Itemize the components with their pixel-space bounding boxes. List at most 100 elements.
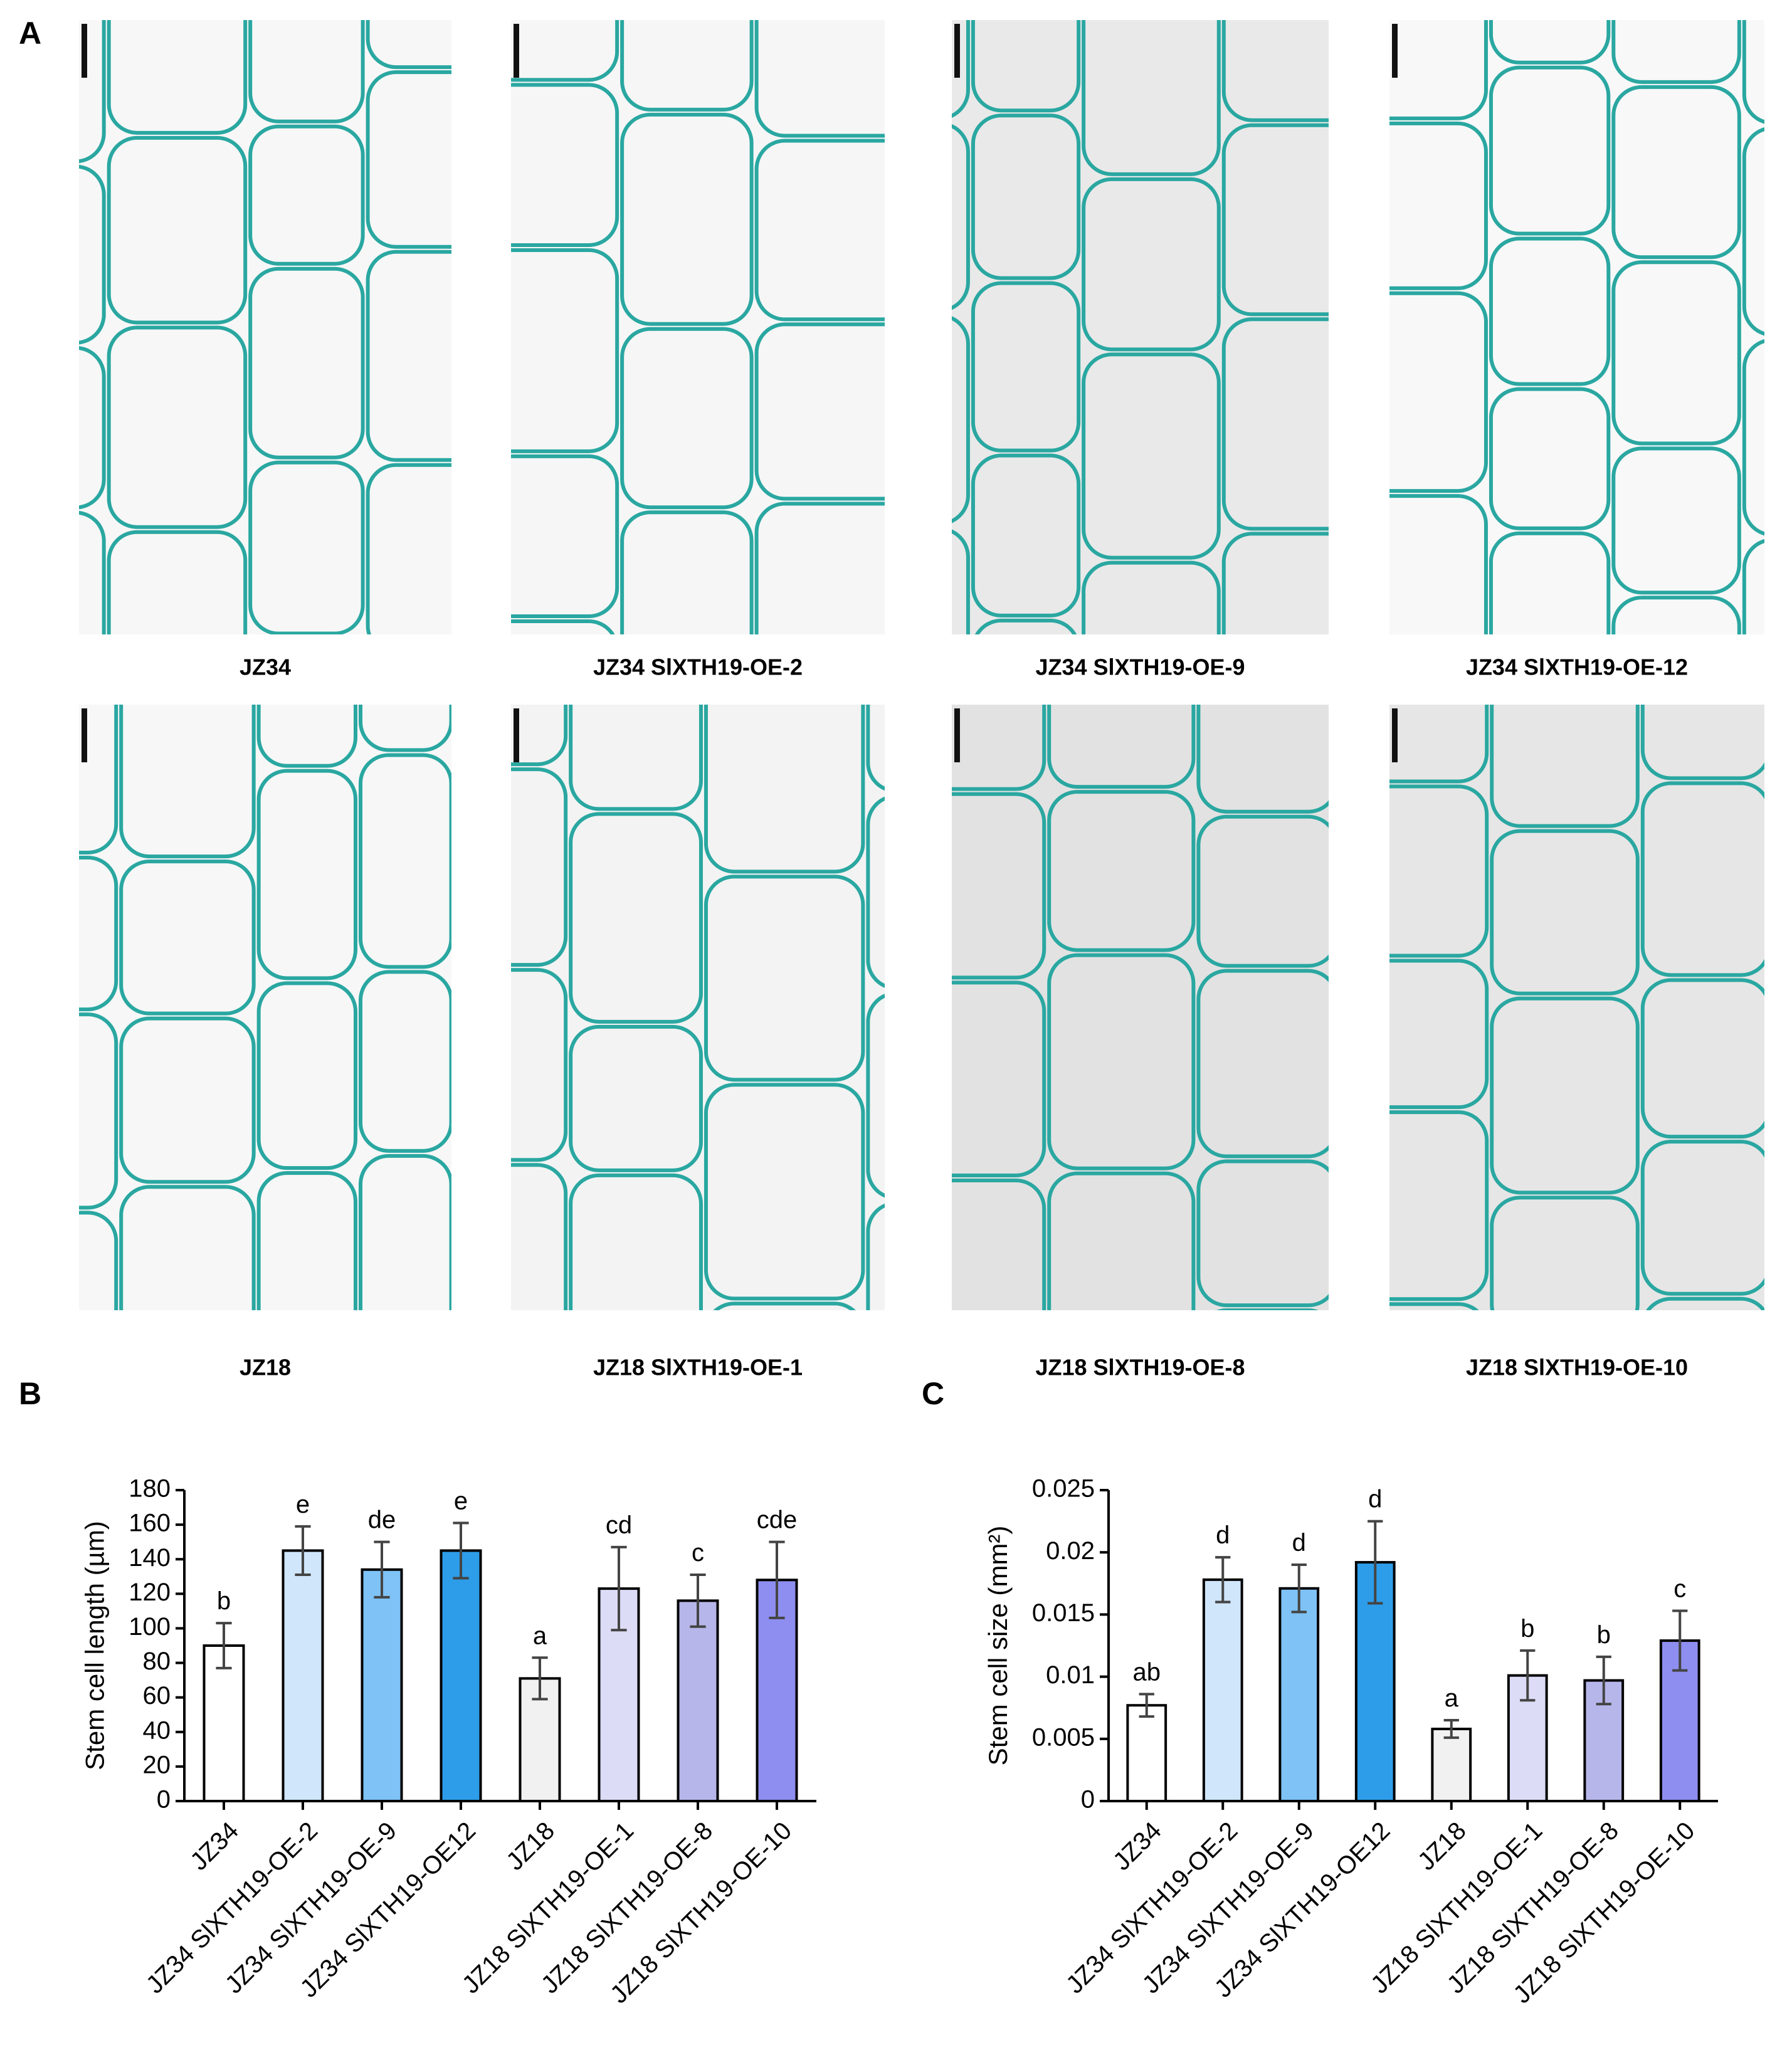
cell-wall <box>1389 291 1488 493</box>
y-tick-label: 0.02 <box>1046 1537 1095 1565</box>
cell-wall <box>1047 953 1196 1170</box>
y-tick-label: 60 <box>143 1682 171 1710</box>
cells <box>1389 705 1764 1310</box>
cells <box>1389 20 1764 634</box>
cell-wall <box>1490 1195 1640 1310</box>
cell-wall <box>1389 494 1488 634</box>
bar <box>440 1549 482 1802</box>
cell-wall <box>1490 996 1640 1195</box>
cell-wall <box>704 1083 865 1301</box>
cell-wall <box>107 530 248 634</box>
cell-wall <box>1216 1308 1319 1310</box>
bar <box>1126 1704 1167 1802</box>
micrograph-caption: JZ34 SlXTH19-OE-2 <box>593 654 803 680</box>
cell-wall <box>79 705 119 854</box>
cell-wall <box>107 325 248 529</box>
cell-wall <box>359 753 451 969</box>
y-tick-label: 0.01 <box>1046 1661 1095 1689</box>
cell-wall <box>511 1163 568 1310</box>
cell-wall <box>79 164 106 345</box>
cell-wall <box>754 322 885 501</box>
cell-wall <box>713 1301 856 1310</box>
micrograph-caption: JZ34 SlXTH19-OE-12 <box>1466 654 1688 680</box>
cell-wall <box>511 248 619 453</box>
cells <box>952 705 1329 1310</box>
micrograph-caption: JZ18 SlXTH19-OE-8 <box>1035 1355 1245 1380</box>
significance-letter: e <box>454 1487 468 1515</box>
cell-wall <box>256 981 357 1170</box>
bar <box>1202 1578 1243 1802</box>
cell-wall <box>620 112 754 326</box>
cell-wall <box>1047 705 1196 789</box>
cells <box>79 705 451 1310</box>
micrograph-caption: JZ18 <box>240 1355 291 1380</box>
cell-wall <box>1490 705 1640 828</box>
y-tick-label: 0 <box>1081 1786 1095 1814</box>
cell-wall <box>1389 121 1488 290</box>
cell-wall <box>248 266 365 460</box>
x-tick-label: JZ18 <box>1413 1817 1472 1876</box>
y-tick-label: 0.025 <box>1032 1475 1095 1503</box>
y-tick-label: 0 <box>157 1786 171 1814</box>
cell-wall <box>248 20 365 123</box>
cell-wall <box>1196 705 1329 814</box>
cell-wall <box>511 619 615 634</box>
cell-wall <box>359 1153 451 1310</box>
micrograph-background <box>952 705 1329 1310</box>
cells <box>511 20 885 634</box>
y-tick-label: 120 <box>129 1579 171 1606</box>
significance-letter: c <box>1673 1575 1686 1602</box>
cell-wall <box>366 20 451 70</box>
bar <box>1431 1727 1472 1802</box>
cell-wall <box>1082 560 1221 634</box>
cell-wall <box>1221 20 1329 122</box>
cells <box>79 20 451 634</box>
cell-wall <box>1646 1296 1764 1310</box>
significance-letter: b <box>1597 1621 1611 1649</box>
cell-wall <box>256 1171 357 1310</box>
y-tick-label: 160 <box>129 1510 171 1537</box>
cell-wall <box>1196 969 1329 1159</box>
cell-wall <box>1742 20 1764 124</box>
cell-wall <box>971 20 1081 113</box>
cell-wall <box>1221 532 1329 634</box>
error-bar <box>1443 1719 1459 1739</box>
cell-wall <box>1742 339 1764 536</box>
cell-wall <box>1742 539 1764 634</box>
cell-wall <box>952 980 1046 1177</box>
cell-wall <box>1489 65 1611 236</box>
cell-wall <box>1611 260 1741 446</box>
cell-wall <box>1489 236 1611 386</box>
cell-wall <box>1611 20 1741 84</box>
bar <box>1278 1587 1320 1803</box>
cell-wall <box>359 705 451 752</box>
cell-wall <box>79 1012 119 1210</box>
cell-wall <box>620 20 754 112</box>
error-bar <box>453 1521 469 1580</box>
y-tick-label: 40 <box>143 1716 171 1744</box>
cell-wall <box>1389 1110 1489 1301</box>
scale-bar <box>514 708 519 762</box>
cell-wall <box>866 994 885 1198</box>
micrograph <box>511 20 885 634</box>
cell-wall <box>119 1016 256 1184</box>
cell-wall <box>569 705 703 811</box>
cell-wall <box>107 20 248 135</box>
significance-letter: d <box>1368 1486 1382 1513</box>
cell-wall <box>79 856 119 1012</box>
error-bar <box>690 1574 706 1628</box>
cell-wall <box>256 705 357 768</box>
cell-wall <box>1489 387 1611 530</box>
error-bar <box>216 1622 232 1669</box>
cell-wall <box>569 812 703 1024</box>
significance-letter: e <box>296 1491 310 1518</box>
micrograph-caption: JZ34 <box>240 654 291 680</box>
cell-wall <box>511 968 568 1162</box>
cell-wall <box>866 1203 885 1310</box>
significance-letter: de <box>368 1506 396 1534</box>
cell-wall <box>511 83 619 247</box>
cell-wall <box>1489 20 1611 65</box>
significance-letter: cd <box>606 1511 632 1539</box>
significance-letter: a <box>1445 1684 1459 1712</box>
micrograph <box>1389 705 1764 1310</box>
